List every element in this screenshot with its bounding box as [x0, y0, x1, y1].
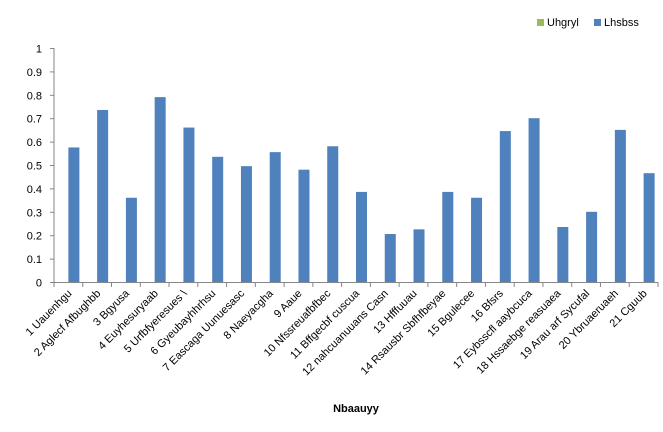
legend-label-uhgryl: Uhgryl — [547, 17, 579, 29]
legend-swatch-uhgryl — [537, 19, 544, 26]
y-tick-label: 0.6 — [27, 137, 42, 149]
y-tick-label: 0.5 — [27, 161, 42, 173]
bar-lhsbss-15 — [471, 197, 483, 282]
bar-lhsbss-19 — [586, 211, 598, 282]
y-tick-label: 0.9 — [27, 67, 42, 79]
x-axis-title: Nbaauyy — [333, 403, 380, 415]
bar-lhsbss-11 — [356, 191, 367, 282]
bar-lhsbss-8 — [269, 152, 281, 282]
y-tick-label: 0.1 — [27, 254, 42, 266]
y-tick-label: 0.8 — [27, 90, 42, 102]
bar-lhsbss-4 — [154, 97, 166, 282]
bar-lhsbss-18 — [557, 227, 569, 282]
legend-label-lhsbss: Lhsbss — [604, 17, 639, 29]
y-tick-label: 0.4 — [27, 184, 42, 196]
bar-lhsbss-9 — [298, 169, 310, 282]
y-tick-label: 1 — [36, 44, 42, 56]
bar-lhsbss-20 — [614, 129, 626, 282]
bar-lhsbss-17 — [528, 118, 540, 282]
legend: Uhgryl Lhsbss — [537, 17, 639, 29]
bar-lhsbss-7 — [240, 166, 252, 282]
bar-lhsbss-12 — [384, 234, 396, 282]
y-tick-label: 0 — [36, 278, 42, 290]
legend-swatch-lhsbss — [594, 19, 601, 26]
bar-lhsbss-1 — [68, 147, 80, 282]
bars — [68, 97, 655, 282]
bar-lhsbss-10 — [327, 146, 339, 282]
bar-lhsbss-2 — [97, 110, 109, 282]
bar-lhsbss-6 — [212, 156, 224, 282]
bar-lhsbss-14 — [442, 191, 454, 282]
y-tick-label: 0.2 — [27, 231, 42, 243]
bar-lhsbss-21 — [643, 173, 655, 282]
y-tick-label: 0.3 — [27, 207, 42, 219]
y-axis: 0 0.1 0.2 0.3 0.4 0.5 0.6 0.7 0.8 0.9 1 — [27, 44, 55, 290]
bar-lhsbss-16 — [499, 131, 511, 282]
bar-lhsbss-13 — [413, 229, 425, 282]
y-tick-label: 0.7 — [27, 114, 42, 126]
bar-lhsbss-5 — [183, 127, 195, 282]
bar-lhsbss-3 — [125, 197, 137, 282]
